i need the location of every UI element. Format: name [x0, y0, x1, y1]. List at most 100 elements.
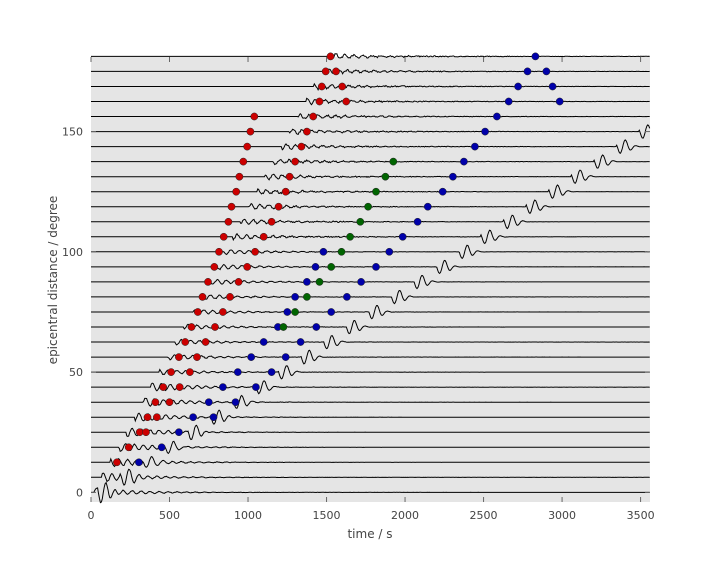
- red-phase-marker: [232, 187, 241, 196]
- seismogram-traces: [91, 53, 651, 504]
- y-axis-label: epicentral distance / degree: [46, 196, 60, 365]
- green-phase-marker: [279, 323, 288, 331]
- x-tick-label: 2500: [470, 509, 498, 522]
- red-phase-marker: [193, 353, 201, 361]
- blue-phase-marker: [296, 338, 305, 346]
- y-tick-label: 100: [62, 246, 83, 259]
- red-phase-marker: [226, 293, 234, 301]
- blue-phase-marker: [135, 458, 143, 467]
- x-tick-label: 2000: [391, 509, 419, 522]
- y-tick-label: 0: [76, 486, 83, 499]
- green-phase-marker: [315, 278, 324, 286]
- red-phase-marker: [274, 202, 283, 211]
- blue-phase-marker: [175, 428, 183, 437]
- green-phase-marker: [346, 232, 354, 241]
- blue-phase-marker: [413, 217, 422, 226]
- red-phase-marker: [338, 82, 347, 91]
- red-phase-marker: [211, 323, 219, 331]
- red-phase-marker: [259, 232, 268, 241]
- blue-phase-marker: [267, 368, 276, 376]
- blue-phase-marker: [189, 413, 197, 422]
- red-phase-marker: [235, 172, 244, 181]
- blue-phase-marker: [493, 112, 501, 121]
- seismogram-trace: [91, 259, 650, 275]
- seismogram-trace: [91, 289, 650, 305]
- seismogram-trace: [91, 229, 650, 245]
- blue-phase-marker: [372, 263, 380, 271]
- green-phase-marker: [381, 172, 390, 181]
- red-phase-marker: [201, 338, 210, 346]
- red-phase-marker: [159, 383, 168, 391]
- red-phase-marker: [219, 232, 228, 241]
- green-phase-marker: [389, 157, 398, 166]
- red-phase-marker: [234, 278, 243, 286]
- blue-phase-marker: [481, 127, 489, 136]
- red-phase-marker: [321, 67, 330, 76]
- seismogram-trace: [91, 139, 650, 154]
- red-phase-marker: [175, 353, 183, 361]
- blue-phase-marker: [504, 97, 513, 106]
- x-tick-label: 1000: [234, 509, 262, 522]
- red-phase-marker: [227, 202, 236, 211]
- blue-phase-marker: [438, 187, 447, 196]
- red-phase-marker: [124, 443, 133, 452]
- x-tick-label: 3500: [627, 509, 655, 522]
- blue-phase-marker: [303, 278, 311, 286]
- red-phase-marker: [303, 127, 311, 136]
- green-phase-marker: [291, 308, 299, 316]
- blue-phase-marker: [157, 443, 166, 452]
- seismogram-trace: [91, 68, 650, 75]
- blue-phase-marker: [327, 308, 336, 316]
- seismogram-trace: [91, 304, 650, 320]
- red-phase-marker: [281, 187, 290, 196]
- seismogram-trace: [91, 349, 650, 365]
- green-phase-marker: [337, 247, 346, 256]
- red-phase-marker: [113, 458, 121, 467]
- green-phase-marker: [303, 293, 311, 301]
- red-phase-marker: [175, 383, 184, 391]
- red-phase-marker: [297, 142, 306, 151]
- blue-phase-marker: [311, 263, 320, 271]
- blue-phase-marker: [283, 308, 292, 316]
- red-phase-marker: [187, 323, 196, 331]
- seismogram-trace: [91, 244, 650, 260]
- x-tick-label: 1500: [313, 509, 341, 522]
- seismogram-trace: [91, 214, 650, 230]
- seismogram-trace: [91, 365, 650, 380]
- red-phase-marker: [291, 157, 299, 166]
- red-phase-marker: [224, 217, 233, 226]
- red-phase-marker: [246, 127, 255, 136]
- red-phase-marker: [243, 263, 252, 271]
- red-phase-marker: [251, 247, 259, 256]
- red-phase-marker: [326, 52, 335, 61]
- blue-phase-marker: [449, 172, 457, 181]
- plot-background: [91, 57, 650, 502]
- blue-phase-marker: [247, 353, 256, 361]
- red-phase-marker: [186, 368, 194, 376]
- seismogram-trace: [91, 274, 650, 290]
- green-phase-marker: [364, 202, 372, 211]
- seismogram-trace: [91, 82, 650, 91]
- red-phase-marker: [181, 338, 190, 346]
- red-phase-marker: [151, 398, 160, 407]
- seismogram-trace: [91, 394, 650, 409]
- red-phase-marker: [250, 112, 259, 121]
- blue-phase-marker: [523, 67, 532, 76]
- seismogram-trace: [91, 53, 650, 60]
- blue-phase-marker: [343, 293, 351, 301]
- blue-phase-marker: [385, 247, 394, 256]
- green-phase-marker: [356, 217, 365, 226]
- blue-phase-marker: [291, 293, 299, 301]
- seismogram-trace: [91, 154, 650, 169]
- blue-phase-marker: [460, 157, 468, 166]
- blue-phase-marker: [514, 82, 522, 91]
- y-tick-label: 150: [62, 126, 83, 139]
- green-phase-marker: [327, 263, 336, 271]
- seismogram-trace: [91, 319, 650, 335]
- red-phase-marker: [219, 308, 227, 316]
- seismogram-trace: [91, 124, 651, 139]
- red-phase-marker: [165, 398, 174, 407]
- axes: 0 500 1000 1500 2000 2500 3000 3500 0 50 100 150: [62, 57, 655, 522]
- phase-pick-markers: [113, 52, 564, 467]
